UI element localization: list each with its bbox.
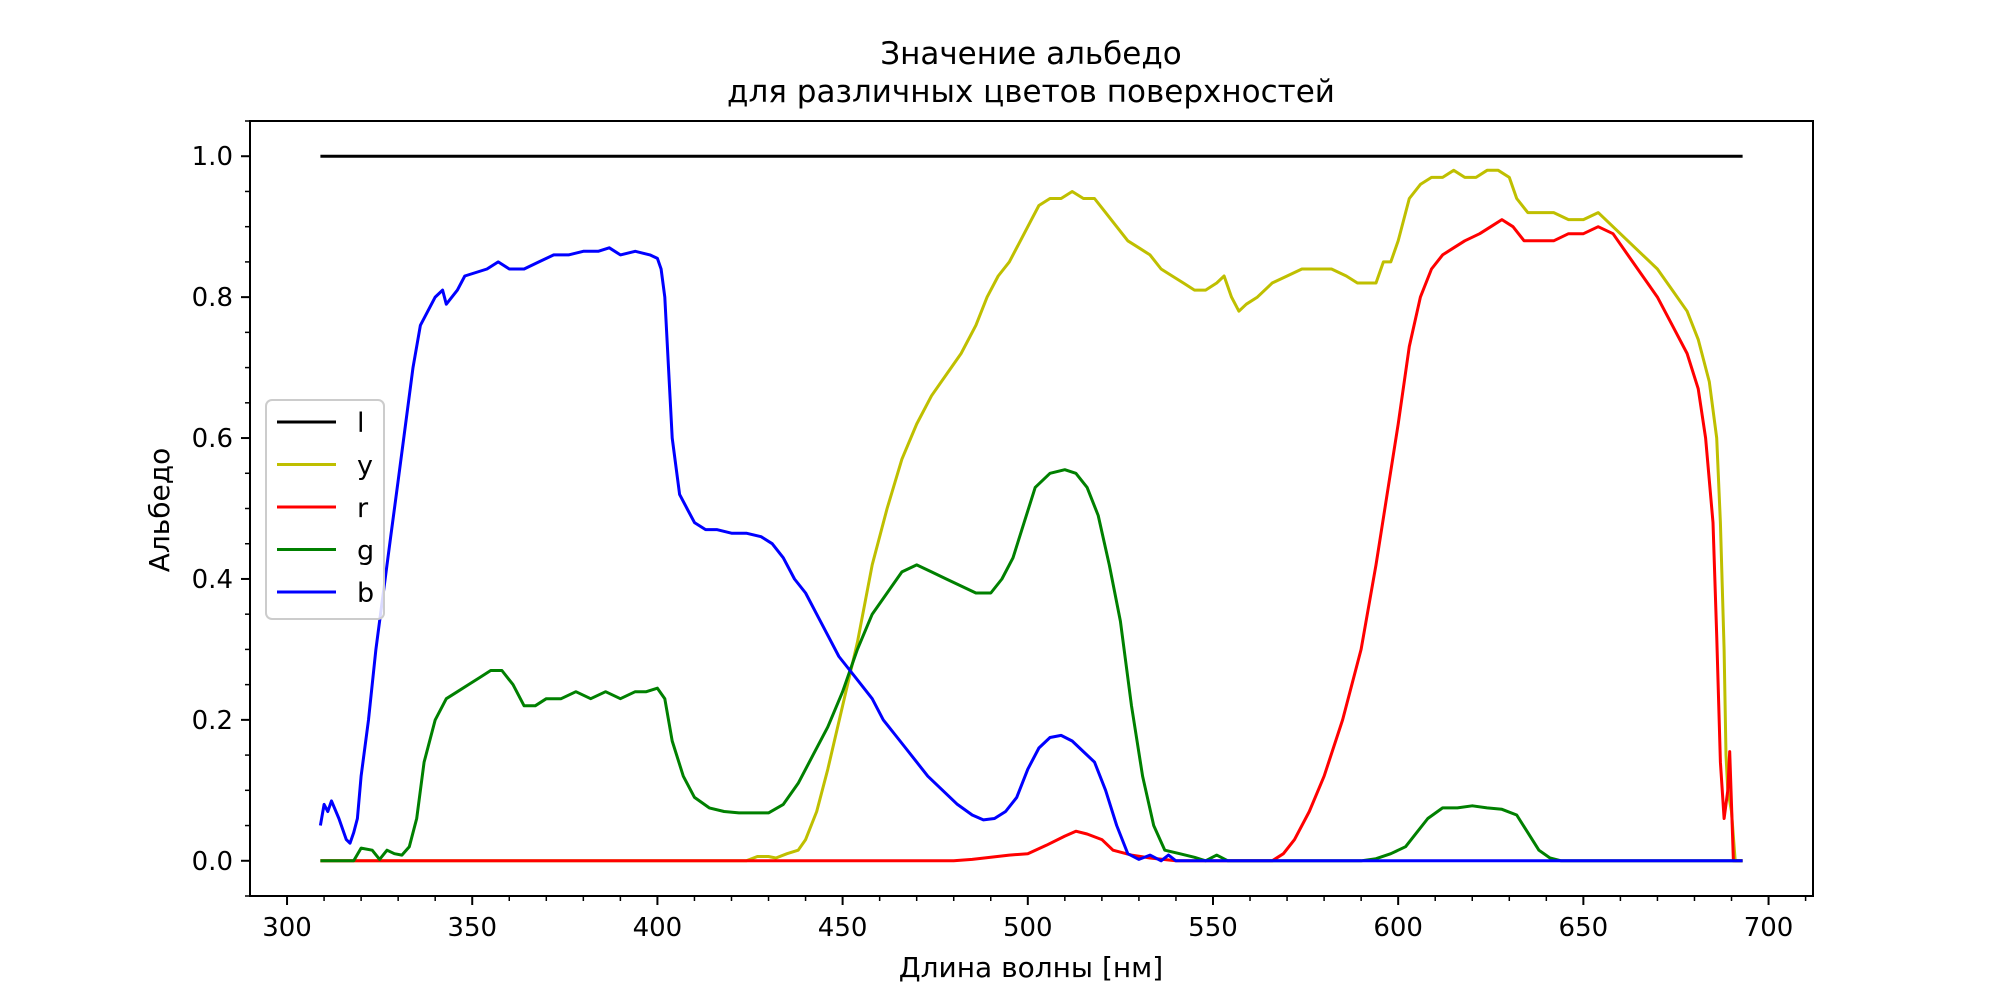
x-tick-label: 350 bbox=[447, 913, 497, 943]
chart-subtitle: для различных цветов поверхностей bbox=[727, 74, 1335, 110]
x-tick-label: 300 bbox=[262, 913, 312, 943]
x-tick-label: 700 bbox=[1744, 913, 1794, 943]
y-tick-label: 0.6 bbox=[192, 424, 233, 454]
chart-title: Значение альбедо bbox=[880, 36, 1182, 72]
series-line-r bbox=[320, 218, 1743, 863]
y-tick-label: 0.8 bbox=[192, 283, 233, 313]
x-tick-label: 650 bbox=[1559, 913, 1609, 943]
series-line-g bbox=[320, 468, 1743, 863]
y-tick-label: 0.4 bbox=[192, 565, 233, 595]
legend-label-y: y bbox=[357, 451, 373, 482]
legend-label-l: l bbox=[357, 408, 365, 439]
legend-label-b: b bbox=[357, 578, 374, 609]
y-axis-label: Альбедо bbox=[143, 448, 176, 573]
series-line-b bbox=[318, 246, 1743, 863]
series-layer bbox=[318, 154, 1743, 863]
ticks-layer: 300 350 400 450 500 550 600 650 700 0.0 0.2 0.4 0.6 0… bbox=[192, 120, 1807, 943]
y-tick-label: 1.0 bbox=[192, 142, 233, 172]
x-axis-label: Длина волны [нм] bbox=[899, 951, 1163, 984]
x-tick-label: 600 bbox=[1373, 913, 1423, 943]
legend-frame bbox=[265, 399, 385, 620]
series-line-y bbox=[320, 168, 1743, 863]
x-tick-label: 400 bbox=[633, 913, 683, 943]
x-tick-label: 550 bbox=[1188, 913, 1238, 943]
legend-label-r: r bbox=[357, 493, 369, 524]
y-tick-label: 0.0 bbox=[192, 847, 233, 877]
y-tick-label: 0.2 bbox=[192, 706, 233, 736]
legend-label-g: g bbox=[357, 536, 374, 567]
x-tick-label: 500 bbox=[1003, 913, 1053, 943]
plot-frame bbox=[249, 120, 1814, 897]
x-tick-label: 450 bbox=[818, 913, 868, 943]
